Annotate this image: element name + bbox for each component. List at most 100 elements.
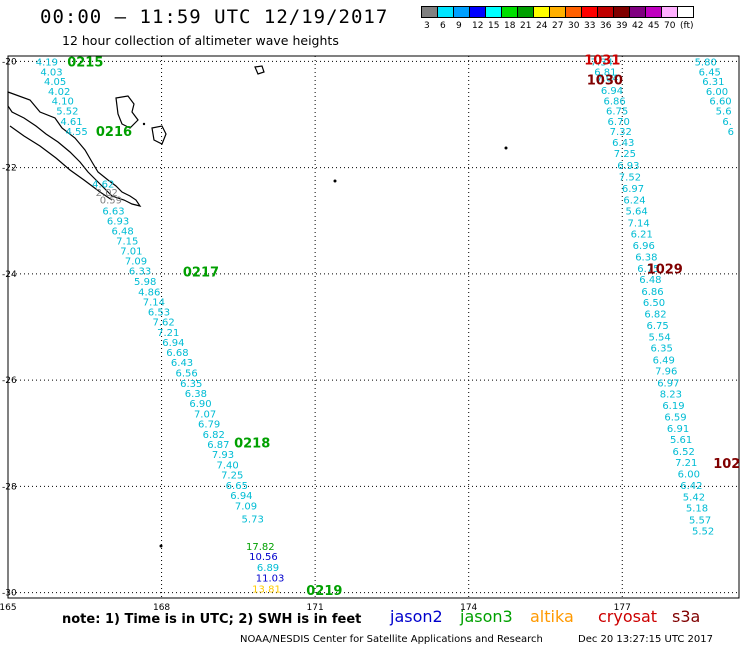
wave-height-value: 6.49 (653, 355, 675, 366)
wave-height-value: 5.64 (625, 207, 647, 218)
wave-height-value: 7.93 (212, 450, 234, 461)
wave-height-value: 6.94 (230, 491, 252, 502)
wave-height-value: 7.04 (596, 73, 618, 84)
wave-height-value: 7.14 (628, 218, 650, 229)
wave-height-value: 7.07 (194, 410, 216, 421)
wave-height-value: 5.52 (56, 107, 78, 118)
wave-height-value: 7.52 (619, 173, 641, 184)
y-tick-label: -26 (2, 376, 17, 386)
wave-height-value: 4.05 (44, 77, 66, 88)
wave-height-value: 0.59 (100, 195, 122, 206)
wave-height-value: 5.18 (686, 504, 708, 515)
wave-height-value: 13.81 (252, 584, 281, 595)
wave-height-value: 7.25 (614, 149, 636, 160)
mission-label-s3a: s3a (672, 607, 701, 626)
wave-height-value: 6.24 (623, 195, 645, 206)
new-caledonia-coast (7, 91, 142, 207)
islet-2 (504, 146, 508, 150)
wave-height-value: 7.34 (591, 57, 613, 68)
wave-height-value: 6.87 (207, 440, 229, 451)
legend-label: 15 (488, 21, 500, 31)
wave-height-value: 5.6 (716, 107, 732, 118)
wave-height-value: 6.68 (166, 348, 188, 359)
island-small-2 (254, 65, 265, 75)
wave-height-value: 6. (722, 117, 732, 128)
mission-label-jason3: jason3 (460, 607, 513, 626)
wave-height-value: 7.25 (221, 471, 243, 482)
island-small-1 (151, 125, 167, 145)
wave-height-value: 6.48 (639, 275, 661, 286)
wave-height-value: 7.96 (655, 367, 677, 378)
wave-height-value: 6.45 (699, 67, 721, 78)
wave-height-value: 6.48 (112, 226, 134, 237)
islet-1 (333, 179, 337, 183)
y-tick-label: -30 (2, 589, 17, 599)
wave-height-value: 4.02 (48, 87, 70, 98)
legend-label: 27 (552, 21, 564, 31)
wave-height-value: 6.97 (622, 184, 644, 195)
wave-height-value: 6.86 (641, 287, 663, 298)
wave-height-value: 10.56 (249, 552, 278, 563)
wave-height-value: 6.75 (637, 264, 659, 275)
wave-height-value: 7.01 (120, 246, 142, 257)
y-tick-label: -22 (2, 164, 17, 174)
wave-height-value: 6.38 (185, 389, 207, 400)
y-tick-label: -28 (2, 482, 17, 492)
wave-height-value: 6.93 (617, 161, 639, 172)
pass-time-label: 1029 (647, 263, 683, 278)
island-loyalty (115, 95, 139, 129)
wave-height-value: 6.86 (603, 97, 625, 108)
wave-height-value: 5.42 (683, 493, 705, 504)
wave-height-value: 7.21 (157, 328, 179, 339)
wave-height-value: 6.60 (709, 97, 731, 108)
wave-height-value: 8.23 (660, 389, 682, 400)
x-tick-label: 168 (153, 603, 170, 613)
legend-label: 70 (664, 21, 676, 31)
wave-height-value: 6.82 (644, 310, 666, 321)
legend-label: 24 (536, 21, 548, 31)
x-tick-label: 177 (614, 603, 631, 613)
legend-label: 21 (520, 21, 532, 31)
legend-label: 6 (440, 21, 446, 31)
legend-label: 3 (424, 21, 430, 31)
legend-swatch (677, 6, 694, 18)
pass-time-label: 0215 (67, 55, 103, 70)
wave-height-value: 6.35 (180, 379, 202, 390)
wave-height-value: 6.97 (657, 378, 679, 389)
y-tick-label: -20 (2, 57, 17, 67)
wave-height-value: 6.75 (606, 107, 628, 118)
wave-height-value: 4.86 (138, 287, 160, 298)
wave-height-value: 6.19 (662, 401, 684, 412)
wave-height-value: 5.57 (689, 515, 711, 526)
wave-height-value: 6.65 (226, 481, 248, 492)
legend-label: 12 (472, 21, 484, 31)
chart-subtitle: 12 hour collection of altimeter wave hei… (62, 33, 339, 48)
legend-label: 39 (616, 21, 628, 31)
wave-height-value: 5.73 (242, 514, 264, 525)
new-caledonia-inner-coast (9, 125, 113, 201)
wave-height-value: 6.59 (664, 412, 686, 423)
small-islands (142, 122, 508, 548)
footer-credit: NOAA/NESDIS Center for Satellite Applica… (240, 634, 543, 645)
wave-height-value: 7.21 (675, 458, 697, 469)
mission-label-jason2: jason2 (390, 607, 443, 626)
wave-height-value: 6.21 (631, 229, 653, 240)
islet-3 (159, 544, 163, 548)
wave-height-value: 4.62 (92, 180, 114, 191)
wave-height-value: 5.98 (134, 277, 156, 288)
wave-height-value: 6.94 (162, 338, 184, 349)
wave-height-value: 6.42 (680, 481, 702, 492)
x-tick-label: 174 (460, 603, 477, 613)
x-tick-label: 165 (0, 603, 17, 613)
wave-height-value: 17.82 (246, 542, 275, 553)
legend-label: 9 (456, 21, 462, 31)
wave-height-value: 6.96 (633, 241, 655, 252)
wave-height-value: 5.61 (670, 435, 692, 446)
legend-label: 36 (600, 21, 612, 31)
wave-height-value: 11.03 (256, 573, 285, 584)
wave-height-value: 6.82 (203, 430, 225, 441)
wave-height-value: 5.52 (692, 527, 714, 538)
islet-4 (142, 122, 146, 126)
wave-height-value: 6.56 (176, 369, 198, 380)
